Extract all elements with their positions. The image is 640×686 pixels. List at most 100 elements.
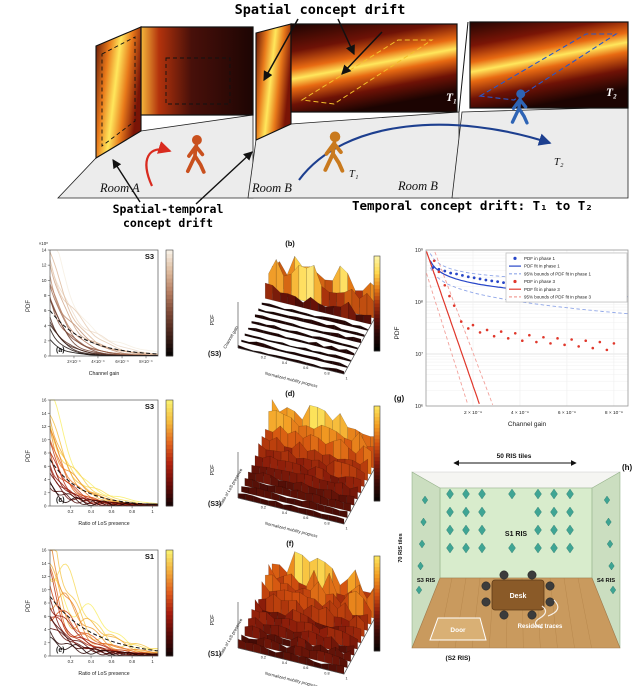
phase1-point	[478, 277, 482, 281]
surface-cell	[349, 344, 358, 350]
phase1-point	[496, 280, 500, 284]
surface-cell	[291, 309, 300, 315]
wall-annotation-arrow	[341, 31, 383, 75]
colorbar-step	[374, 563, 380, 568]
dashed-mean-curve	[49, 459, 159, 506]
colorbar-step	[166, 611, 173, 616]
surface-cell	[316, 341, 325, 349]
temporal-drift-label: Temporal concept drift: T₁ to T₂	[352, 198, 593, 213]
surface-cell	[280, 313, 289, 319]
dashed-mean-curve	[49, 310, 159, 355]
surface-cell	[301, 354, 310, 359]
surface-cell	[279, 349, 287, 354]
surface-cell	[363, 314, 372, 325]
surface-cell	[241, 486, 250, 494]
panel-letter: (b)	[285, 239, 295, 248]
colorbar-step	[166, 416, 173, 421]
surface-cell	[309, 355, 318, 361]
y-tick-label: 12	[42, 574, 47, 579]
ceiling	[411, 471, 621, 489]
y-tick-label: 16	[42, 548, 47, 553]
y-tick-label: 4	[44, 323, 47, 328]
colorbar-step	[374, 556, 380, 561]
ris-tile	[550, 488, 558, 500]
y-axis-label: PDF	[26, 300, 32, 312]
surface-cell	[344, 320, 353, 328]
y-tick-label: 12	[42, 263, 47, 268]
colorbar-step	[374, 607, 380, 612]
colorbar-step	[166, 303, 173, 308]
x-tick-label: 4 × 10⁻⁹	[511, 410, 529, 416]
x-axis-label: Ratio of LoS presence	[78, 671, 129, 677]
surface-cell	[327, 353, 336, 359]
surface-cell	[285, 321, 293, 327]
door	[429, 617, 487, 641]
z-axis-label: PDF	[210, 314, 216, 326]
surface-cell	[289, 330, 298, 335]
panel-b-3d-surface: 0.20.40.60.81 (b) (S3) PDF Channel gain …	[208, 239, 381, 389]
colorbar-step	[166, 493, 173, 499]
x-tick-label: 0.8	[129, 659, 135, 664]
scenario-tag: S3	[145, 252, 154, 261]
surface-cell	[259, 337, 268, 342]
x-tick-label: 0.6	[109, 509, 115, 514]
colorbar-step	[374, 643, 380, 648]
phase1-bound-line	[429, 267, 628, 315]
plot-frame	[49, 249, 159, 357]
surface-cell	[261, 302, 270, 307]
ris-tile	[446, 506, 454, 518]
surface-cell	[285, 337, 294, 341]
x-axis-label: Channel gain	[89, 371, 120, 377]
pdf-curve	[49, 259, 159, 355]
ris-tile	[478, 506, 486, 518]
phase3-point	[478, 331, 482, 334]
ris-tile	[534, 506, 542, 518]
colorbar-step	[166, 339, 173, 345]
x-axis-label: Ratio of LoS presence	[218, 467, 244, 507]
phase1-point	[449, 271, 453, 275]
room-b2-dashed-region	[478, 33, 618, 101]
phase3-bound-line	[434, 251, 494, 405]
y-tick-label: 0.4	[282, 361, 287, 365]
x-axis-label: Ratio of LoS presence	[78, 521, 129, 527]
ris-tile	[478, 488, 486, 500]
colorbar-step	[166, 643, 173, 649]
ris-tile	[534, 542, 542, 554]
y-tick-label: 6	[44, 308, 47, 313]
y-tick-label: 0.8	[324, 521, 329, 525]
y-tick-label: 10	[42, 587, 47, 592]
title-arrow-right	[337, 18, 355, 56]
y-tick-label: 14	[42, 248, 47, 253]
x-tick-label: 1	[151, 509, 154, 514]
panel-a-pdf-vs-channel-gain: 0 2 4 6 8 10 12 14 2×10⁻⁹ 4×10⁻⁹ 6×10⁻⁹ 8×10⁻⁹ ×10⁸…	[26, 241, 174, 377]
x-tick-label: 1	[151, 659, 154, 664]
pdf-curve	[49, 264, 159, 356]
y-axis-label: PDF	[26, 600, 32, 612]
colorbar-step	[166, 554, 173, 559]
surface-cell	[331, 345, 340, 352]
y-tick-label: 10⁶	[415, 404, 423, 410]
x-tick-label: 6×10⁻⁹	[115, 359, 129, 364]
surface-cell	[263, 330, 272, 336]
desk	[491, 579, 545, 611]
colorbar-step	[166, 420, 173, 425]
z-axis-label: PDF	[210, 464, 216, 476]
phase1-point	[484, 278, 488, 282]
surface-cell	[313, 265, 322, 306]
phase3-point	[437, 270, 441, 274]
desk-label: Desk	[510, 593, 527, 600]
phase3-point	[499, 330, 503, 333]
colorbar-step	[374, 497, 380, 502]
ris-tile	[462, 506, 470, 518]
chair	[545, 581, 555, 591]
colorbar-frame	[373, 405, 381, 502]
colorbar-step	[374, 471, 380, 476]
colorbar-step	[374, 263, 380, 268]
surface-cell	[325, 305, 334, 316]
x-tick-label: 2 × 10⁻⁹	[464, 410, 482, 416]
colorbar-step	[374, 329, 380, 334]
surface-cell	[335, 354, 344, 360]
room-b2-label: Room B	[397, 179, 438, 193]
surface-cell	[277, 319, 286, 325]
surface-cell	[327, 338, 336, 344]
